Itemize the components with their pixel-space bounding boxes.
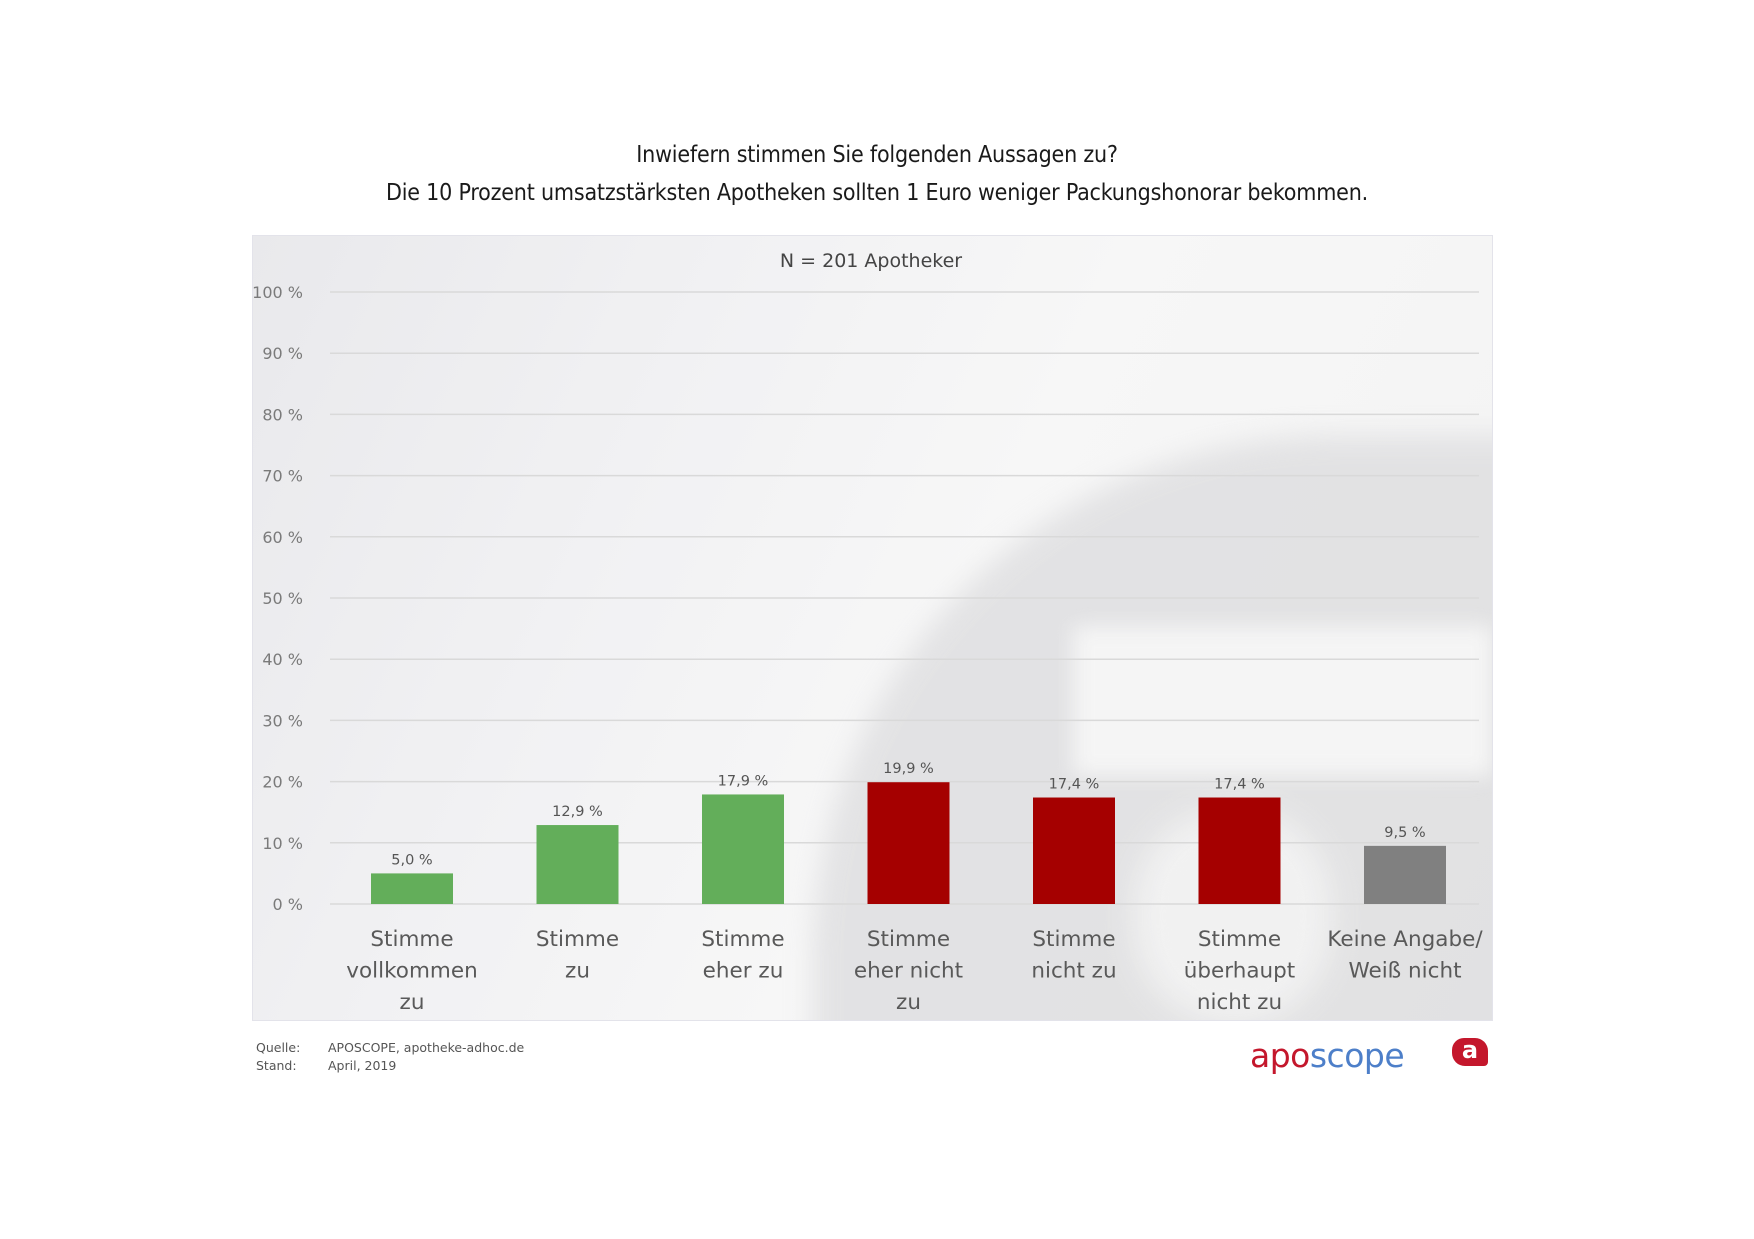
y-tick-label: 0 % — [273, 895, 303, 914]
y-tick-label: 60 % — [262, 528, 303, 547]
bar — [371, 873, 453, 904]
y-tick-label: 40 % — [262, 650, 303, 669]
x-tick-label: Stimme — [1198, 927, 1281, 952]
x-tick-label: Stimme — [536, 927, 619, 952]
x-tick-label: Weiß nicht — [1348, 959, 1461, 984]
data-label: 5,0 % — [391, 852, 432, 868]
chart-subtitle: N = 201 Apotheker — [780, 250, 962, 272]
logo-part-apo: apo — [1250, 1036, 1310, 1075]
watermark-cutout — [1073, 626, 1492, 776]
data-label: 9,5 % — [1384, 825, 1425, 841]
y-tick-label: 50 % — [262, 589, 303, 608]
bar — [702, 794, 784, 904]
date-label: Stand: — [256, 1058, 297, 1073]
x-tick-label: zu — [400, 990, 425, 1015]
source-value: APOSCOPE, apotheke-adhoc.de — [328, 1040, 525, 1055]
x-tick-label: vollkommen — [346, 959, 477, 984]
logo-part-scope: scope — [1309, 1036, 1405, 1075]
y-tick-label: 90 % — [262, 344, 303, 363]
y-tick-label: 10 % — [262, 834, 303, 853]
chart-title-line-1: Inwiefern stimmen Sie folgenden Aussagen… — [636, 142, 1118, 168]
x-tick-label: eher zu — [703, 959, 784, 984]
data-label: 19,9 % — [883, 761, 934, 777]
date-value: April, 2019 — [328, 1058, 397, 1073]
bar — [536, 825, 619, 904]
bar — [1364, 845, 1446, 904]
x-tick-label: Keine Angabe/ — [1327, 927, 1483, 952]
y-tick-label: 70 % — [262, 467, 303, 486]
x-tick-label: zu — [565, 959, 590, 984]
x-tick-label: Stimme — [1032, 927, 1115, 952]
x-tick-label: Stimme — [701, 927, 784, 952]
y-tick-label: 100 % — [253, 283, 303, 302]
data-label: 17,4 % — [1049, 777, 1100, 793]
bar — [1033, 797, 1115, 904]
x-tick-label: Stimme — [867, 927, 950, 952]
y-tick-label: 80 % — [262, 405, 303, 424]
x-tick-label: eher nicht — [854, 959, 963, 984]
y-tick-label: 20 % — [262, 773, 303, 792]
data-label: 17,9 % — [718, 773, 769, 789]
x-tick-label: zu — [896, 990, 921, 1015]
bar-chart: N = 201 Apotheker 0 % 10 % 20 % 30 % 40 % 50 … — [253, 250, 1483, 1015]
data-label: 12,9 % — [552, 804, 603, 820]
chart-title-line-2: Die 10 Prozent umsatzstärksten Apotheken… — [385, 180, 1368, 206]
x-tick-label: nicht zu — [1197, 990, 1282, 1015]
source-label: Quelle: — [256, 1040, 301, 1055]
x-tick-label: überhaupt — [1184, 959, 1295, 984]
aposcope-logo: aposcope — [1250, 1036, 1405, 1075]
chart-panel: N = 201 Apotheker 0 % 10 % 20 % 30 % 40 % 50 … — [252, 235, 1493, 1021]
data-label: 17,4 % — [1214, 777, 1265, 793]
x-tick-label: nicht zu — [1031, 959, 1116, 984]
y-tick-label: 30 % — [262, 711, 303, 730]
x-tick-label: Stimme — [370, 927, 453, 952]
adhoc-logo-icon: a — [1452, 1038, 1488, 1066]
bar — [1198, 797, 1281, 904]
bar — [867, 782, 950, 904]
